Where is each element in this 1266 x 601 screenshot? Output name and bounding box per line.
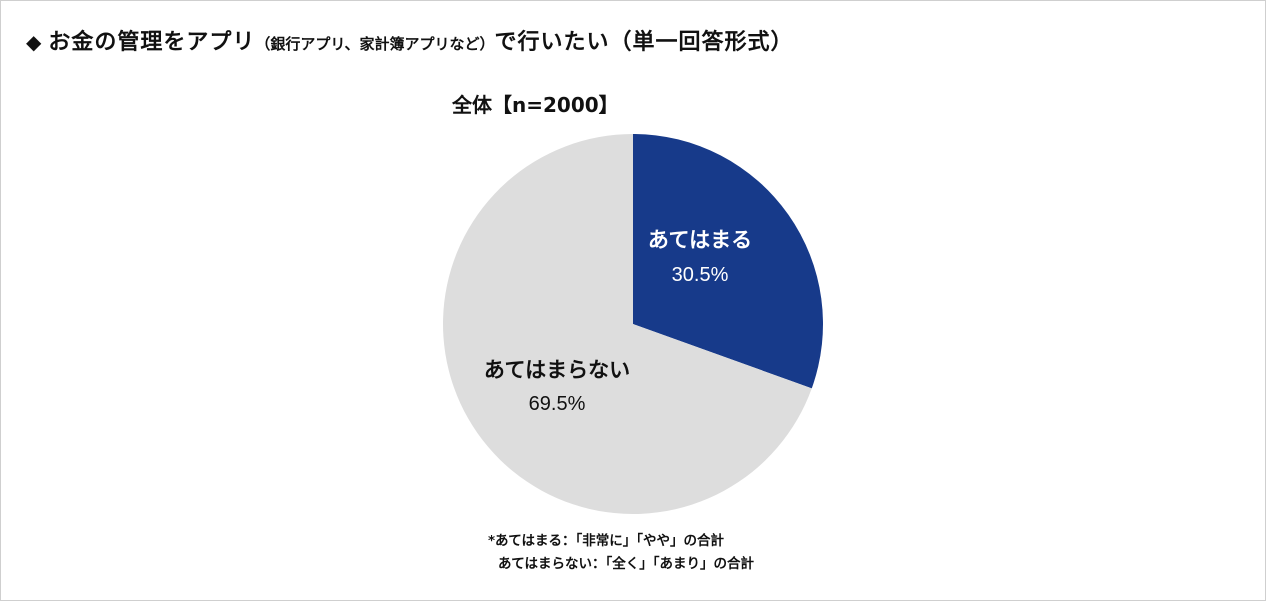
pie-slice-1	[443, 134, 812, 514]
footnote-agree: *あてはまる：「非常に」「やや」の合計	[488, 533, 725, 549]
title-parenthetical: （銀行アプリ、家計簿アプリなど）	[255, 35, 495, 53]
title-main: お金の管理をアプリ	[48, 30, 256, 55]
diamond-icon: ◆	[26, 30, 43, 54]
footnotes: *あてはまる：「非常に」「やや」の合計 あてはまらない：「全く」「あまり」の合計	[488, 530, 754, 576]
title-tail: で行いたい（単一回答形式）	[494, 30, 794, 55]
pie-slice-0	[633, 134, 823, 389]
chart-title: ◆ お金の管理をアプリ（銀行アプリ、家計簿アプリなど）で行いたい（単一回答形式）	[26, 24, 794, 56]
footnote-disagree: あてはまらない：「全く」「あまり」の合計	[498, 556, 754, 572]
slice-value-0: 30.5%	[672, 264, 729, 286]
sample-size-label: 全体【n=2000】	[452, 93, 619, 117]
slice-label-1: あてはまらない	[484, 358, 630, 382]
slice-label-0: あてはまる	[648, 228, 752, 252]
slice-value-1: 69.5%	[529, 393, 586, 415]
